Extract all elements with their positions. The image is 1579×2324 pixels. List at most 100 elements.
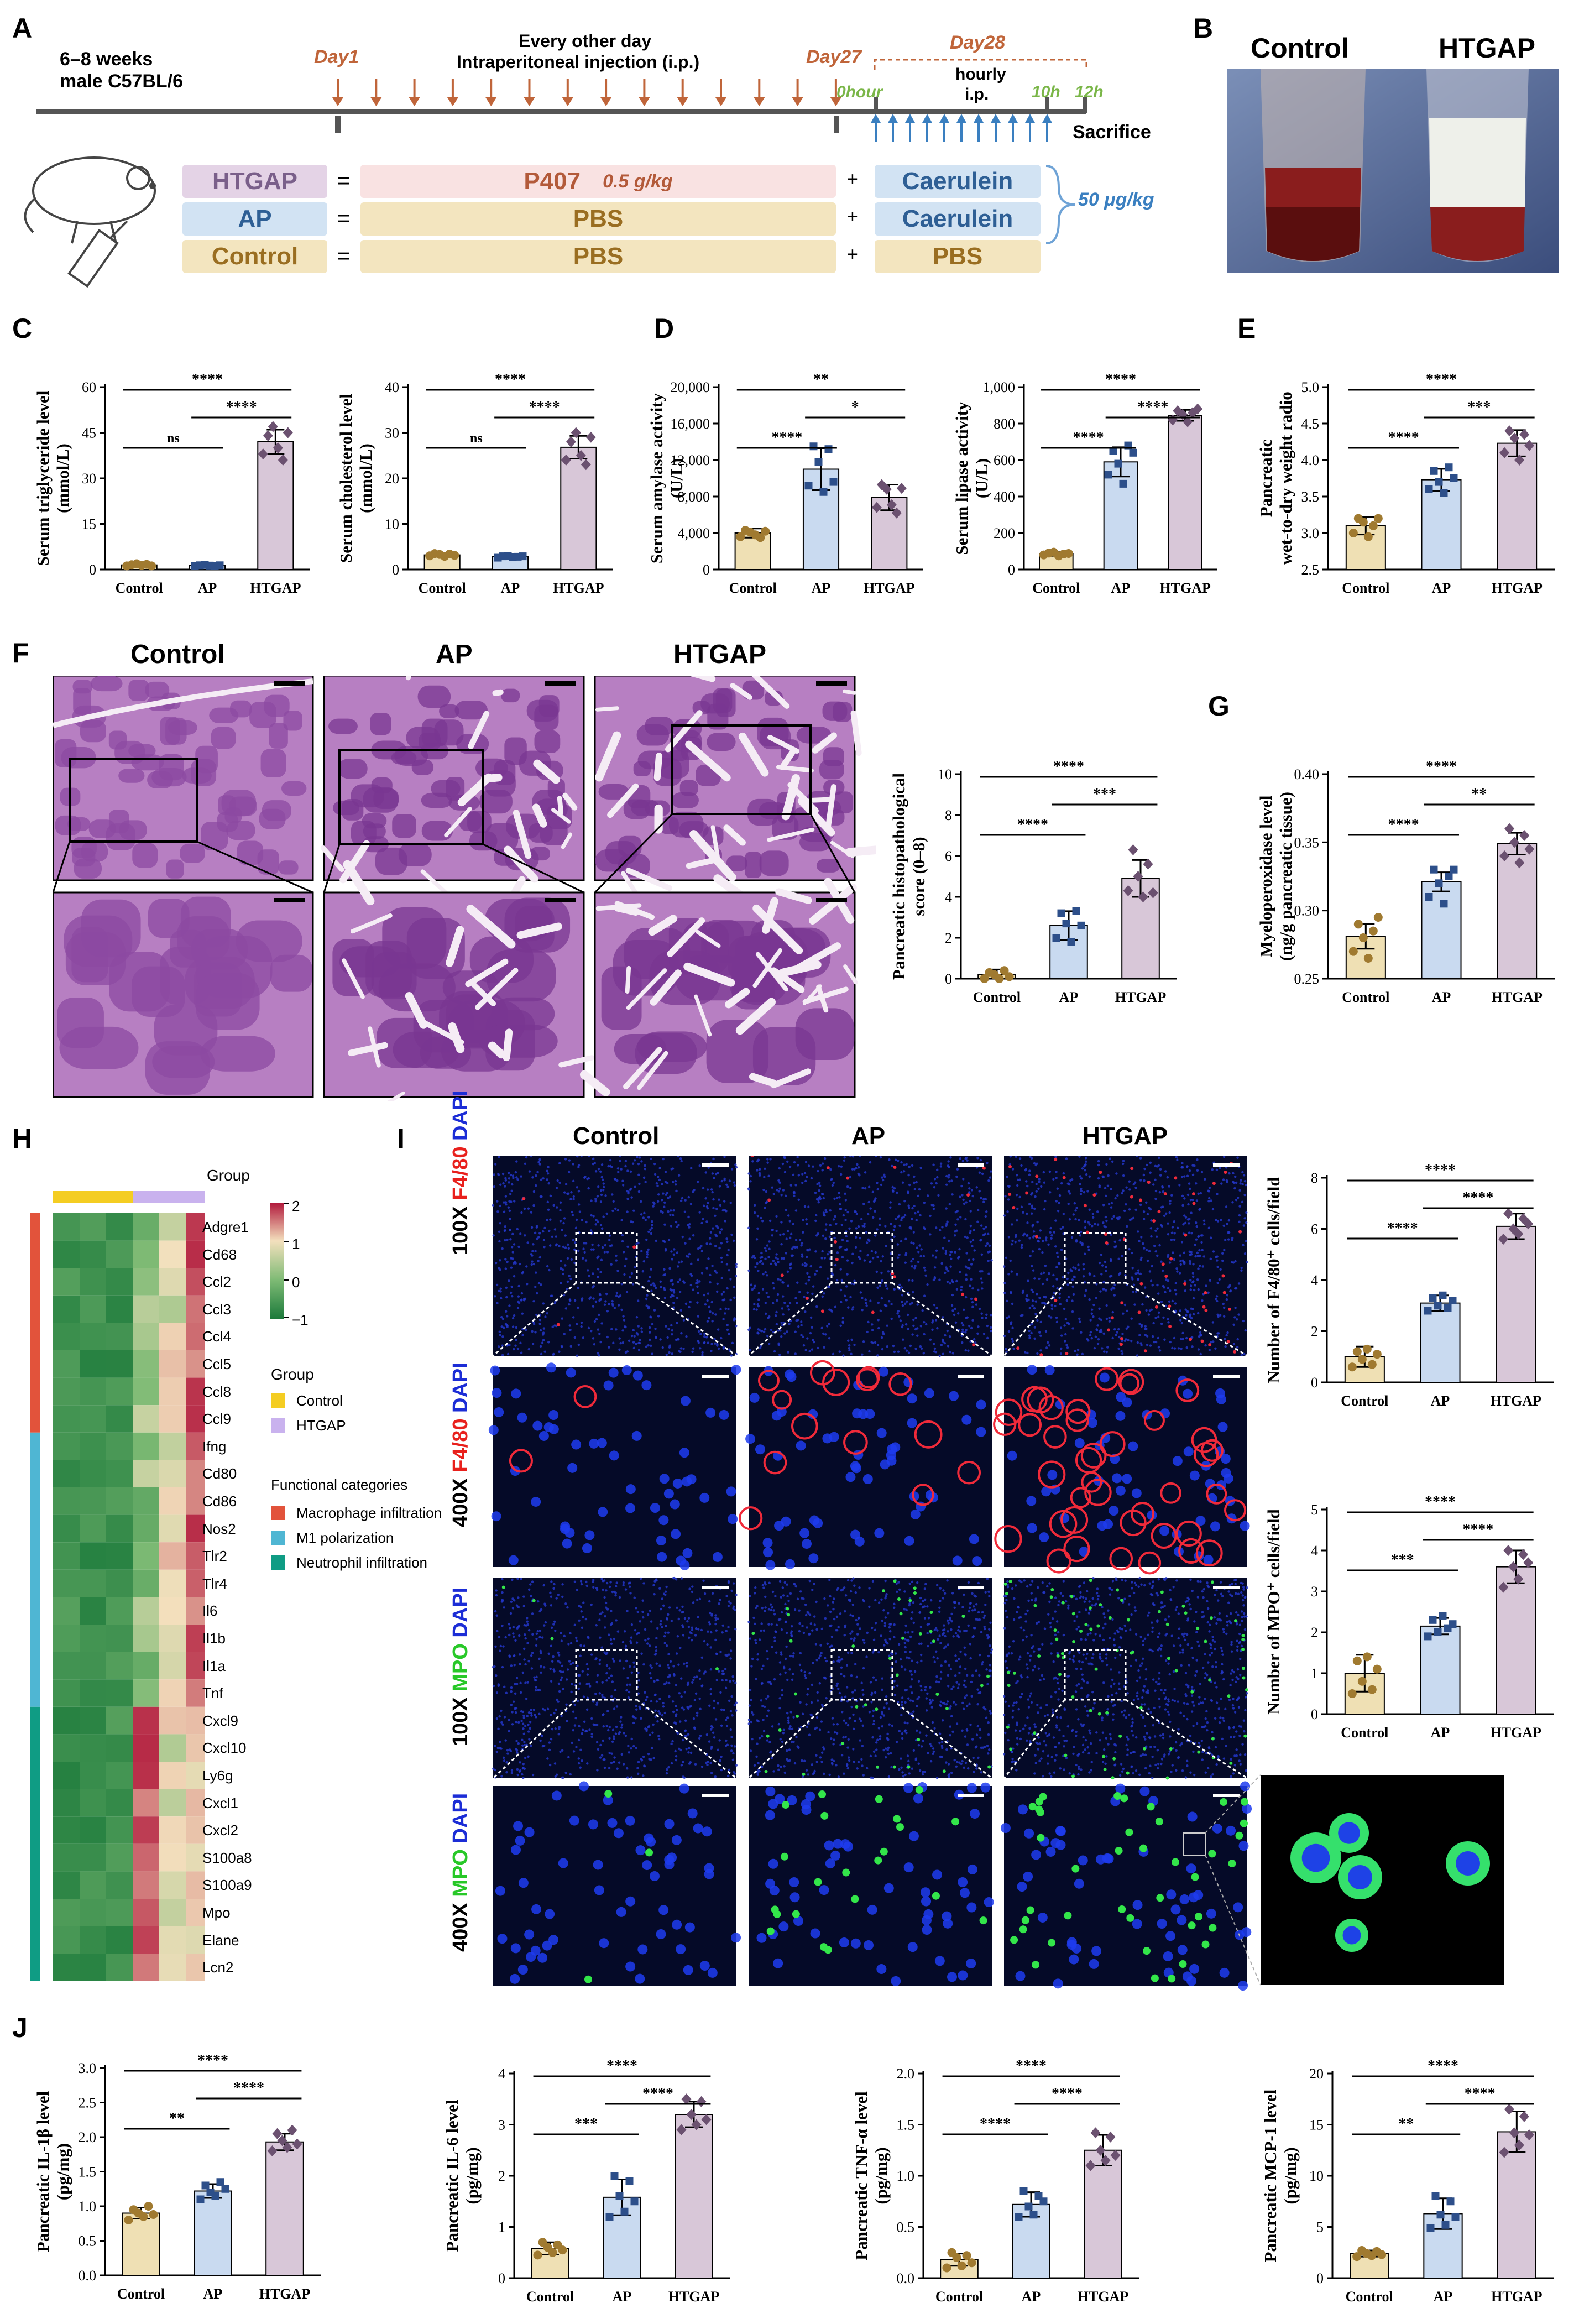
nucleus (675, 1652, 678, 1655)
nucleus (948, 1239, 950, 1242)
hourly-arrowhead (888, 114, 898, 123)
nucleus (1145, 1249, 1148, 1251)
nucleus (598, 1299, 601, 1302)
nucleus (590, 1330, 593, 1333)
nucleus (534, 1689, 537, 1692)
nucleus (874, 1197, 877, 1200)
scale-bar (958, 1375, 984, 1378)
nucleus (492, 1388, 502, 1398)
nucleus (1167, 1222, 1169, 1225)
nucleus (1047, 1243, 1050, 1246)
he-lobule (180, 843, 205, 863)
nucleus (972, 1556, 982, 1566)
nucleus (926, 1194, 929, 1197)
data-point (1524, 843, 1535, 855)
nucleus (601, 1246, 604, 1249)
nucleus (1128, 1218, 1132, 1221)
nucleus (631, 1430, 642, 1441)
nucleus (1164, 1291, 1167, 1294)
nucleus (964, 1331, 967, 1334)
f480-cell (1175, 1520, 1202, 1547)
he-lobule (166, 859, 184, 879)
nucleus (514, 1711, 517, 1714)
nucleus (1198, 1249, 1201, 1252)
nucleus (965, 1156, 968, 1160)
nucleus (825, 1210, 828, 1213)
f480-cell (835, 1257, 839, 1261)
nucleus (637, 1341, 640, 1345)
y-tick-label: 1,000 (983, 379, 1016, 395)
nucleus (966, 1159, 969, 1162)
nucleus (516, 1347, 520, 1350)
nucleus (1115, 1411, 1126, 1421)
nucleus (982, 1200, 985, 1203)
x-tick-label: HTGAP (1491, 580, 1543, 596)
nucleus (1078, 1268, 1080, 1272)
f480-cell (1039, 1353, 1043, 1357)
nucleus (543, 1226, 546, 1230)
data-point (676, 2124, 687, 2135)
nucleus (784, 1194, 787, 1197)
nucleus (822, 1332, 825, 1335)
nucleus (506, 1749, 509, 1752)
nucleus (661, 1714, 664, 1717)
nucleus (596, 1352, 599, 1355)
nucleus (700, 1245, 703, 1247)
he-lobule (796, 726, 832, 744)
nucleus (874, 1528, 885, 1538)
nucleus (714, 1313, 717, 1316)
nucleus (680, 1331, 683, 1335)
nucleus (685, 1335, 688, 1338)
nucleus (581, 1219, 584, 1221)
bar-ap (1420, 1625, 1461, 1715)
he-edema (776, 765, 814, 773)
nucleus (907, 1190, 909, 1193)
nucleus (901, 1325, 904, 1329)
nucleus (620, 1726, 623, 1729)
nucleus (971, 1305, 974, 1308)
nucleus (768, 1240, 771, 1243)
heatmap-cell (53, 1625, 80, 1652)
nucleus (1189, 1284, 1193, 1287)
heatmap-cell (80, 1706, 106, 1735)
nucleus (679, 1157, 682, 1160)
heatmap-cell (186, 1213, 205, 1241)
data-point (804, 482, 813, 490)
nucleus (944, 1271, 947, 1275)
heatmap-cell (133, 1569, 159, 1597)
nucleus (672, 1301, 675, 1304)
nucleus (576, 1156, 579, 1158)
nucleus (1241, 1200, 1244, 1203)
nucleus (875, 1270, 879, 1273)
nucleus (714, 1616, 717, 1620)
nucleus (824, 1237, 827, 1240)
data-point (149, 2210, 158, 2219)
scale-bar (816, 681, 847, 686)
nucleus (904, 1237, 907, 1240)
nucleus (532, 1190, 536, 1193)
nucleus (776, 1188, 778, 1192)
nucleus (1202, 1255, 1205, 1258)
nucleus (597, 1268, 600, 1271)
nucleus (1036, 1162, 1038, 1165)
data-point (1524, 440, 1535, 451)
nucleus (709, 1281, 712, 1284)
nucleus (1157, 1315, 1160, 1318)
nucleus (724, 1668, 727, 1670)
nucleus (840, 1301, 843, 1304)
nucleus (1114, 1197, 1117, 1200)
nucleus (1084, 1169, 1086, 1172)
data-point (1129, 448, 1137, 457)
f480-cell (772, 1390, 792, 1410)
nucleus (562, 1272, 564, 1276)
nucleus (898, 1315, 901, 1318)
nucleus (634, 1159, 636, 1162)
y-tick-label: 2 (1311, 1324, 1318, 1340)
nucleus (1007, 1236, 1011, 1239)
nucleus (1053, 1291, 1055, 1294)
f480-cell (1092, 1193, 1096, 1197)
nucleus (670, 1762, 673, 1765)
data-point (277, 2135, 287, 2147)
data-point (1499, 850, 1510, 861)
nucleus (1243, 1179, 1247, 1183)
